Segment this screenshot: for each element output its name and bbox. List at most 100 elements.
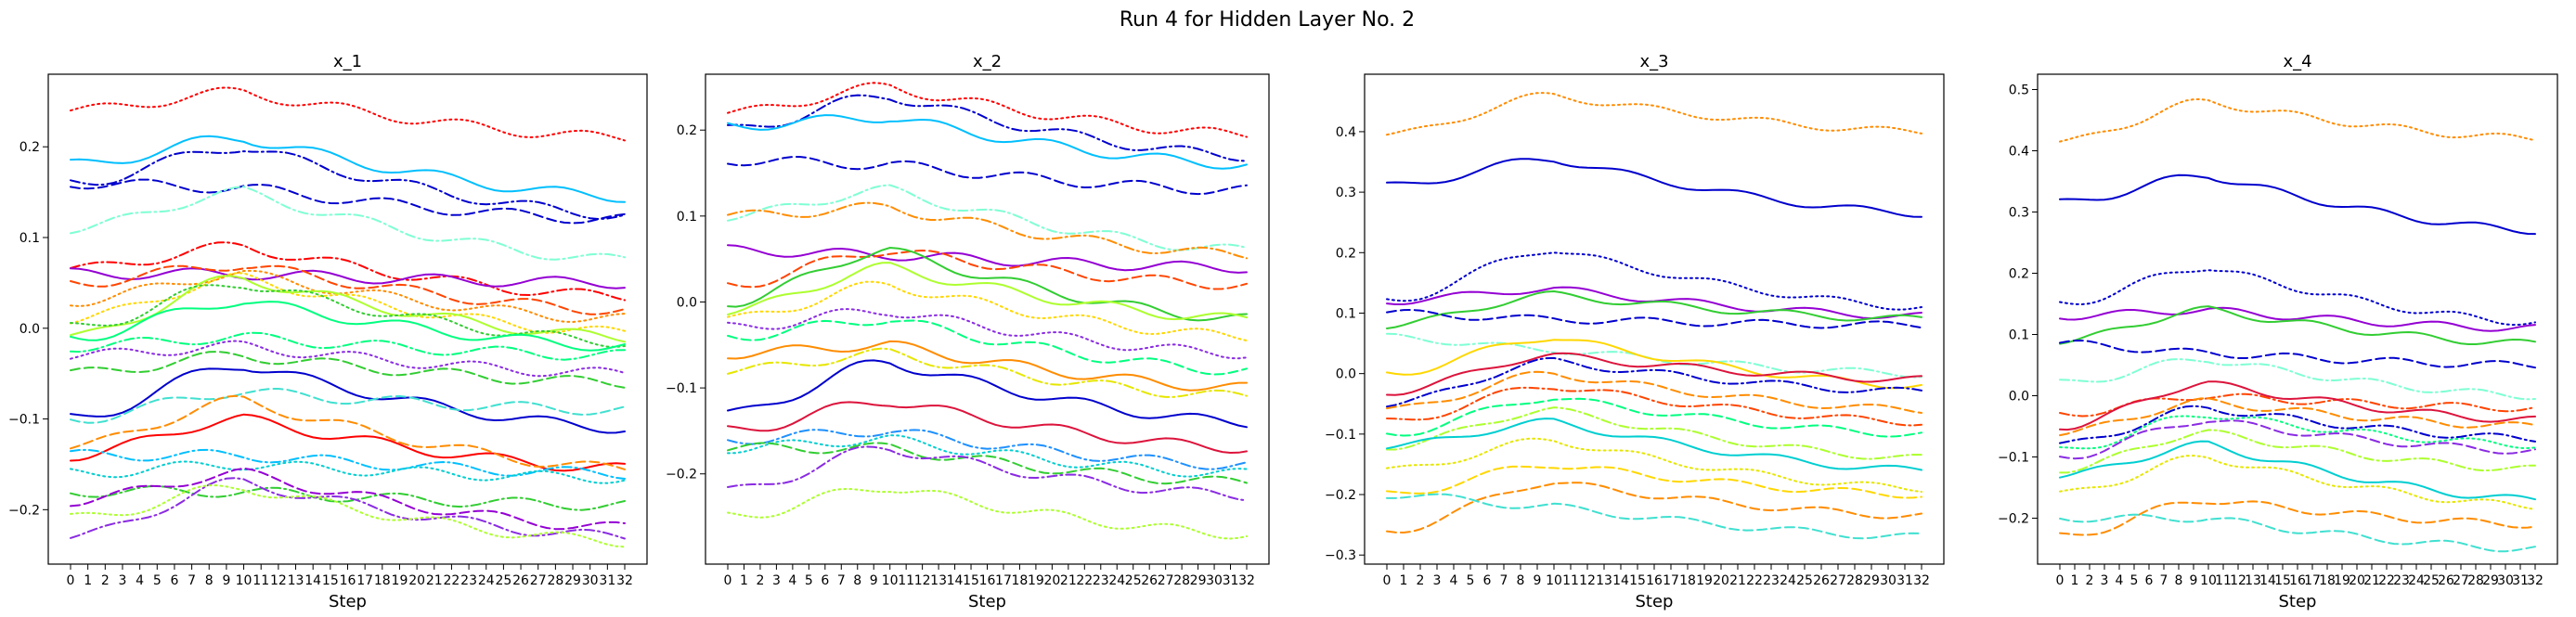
x-tick-label: 20: [2349, 573, 2365, 588]
x-tick-label: 2: [101, 573, 110, 588]
x-tick-label: 4: [1450, 573, 1458, 588]
x-tick-label: 6: [2145, 573, 2154, 588]
series-line: [2059, 306, 2536, 332]
x-tick-label: 27: [530, 573, 547, 588]
series-line: [1386, 286, 1922, 320]
series-line: [1386, 308, 1922, 329]
x-tick-label: 1: [1400, 573, 1408, 588]
series-line: [727, 244, 1248, 274]
series-line: [1386, 493, 1922, 540]
x-tick-label: 3: [2101, 573, 2109, 588]
x-tick-label: 13: [1596, 573, 1612, 588]
x-tick-label: 8: [853, 573, 861, 588]
series-line: [1386, 370, 1922, 414]
series-line: [70, 413, 626, 472]
x-tick-label: 4: [136, 573, 144, 588]
x-tick-label: 1: [84, 573, 92, 588]
x-tick-label: 22: [2378, 573, 2395, 588]
x-tick-label: 23: [1763, 573, 1780, 588]
x-tick-label: 28: [2467, 573, 2484, 588]
series-line: [1386, 406, 1922, 460]
x-tick-label: 30: [1880, 573, 1896, 588]
y-tick-label: 0.1: [19, 231, 40, 246]
y-tick-label: 0.1: [1336, 306, 1356, 321]
figure-title: Run 4 for Hidden Layer No. 2: [1120, 8, 1415, 32]
x-tick-label: 25: [1796, 573, 1813, 588]
x-tick-label: 23: [2393, 573, 2410, 588]
x-tick-label: 13: [2245, 573, 2261, 588]
subplot-grid: x_1−0.2−0.10.00.10.20 1 2 3 4 5 6 7 8 9 10 11 12 13 14…: [8, 52, 2558, 611]
x-tick-label: 8: [2175, 573, 2183, 588]
y-tick-label: 0.0: [2009, 390, 2029, 405]
series-line: [727, 184, 1248, 251]
series-line: [727, 280, 1248, 342]
series-line: [70, 340, 626, 378]
x-tick-label: 2: [756, 573, 764, 588]
y-tick-label: −0.2: [666, 468, 697, 482]
x-tick-label: 8: [1517, 573, 1525, 588]
y-tick-label: −0.1: [1998, 451, 2029, 466]
y-tick-label: −0.2: [1325, 488, 1356, 503]
series-line: [727, 155, 1248, 196]
y-tick-label: 0.3: [2009, 206, 2029, 221]
series-line: [727, 319, 1248, 376]
x-tick-label: 12: [1579, 573, 1596, 588]
x-tick-label: 5: [805, 573, 813, 588]
subplot-title: x_4: [2283, 52, 2311, 71]
series-line: [1386, 386, 1922, 427]
x-tick-label: 25: [2423, 573, 2440, 588]
x-tick-label: 26: [512, 573, 529, 588]
series-line: [727, 308, 1248, 360]
x-tick-label: 29: [564, 573, 581, 588]
x-tick-label: 10: [236, 573, 252, 588]
x-tick-label: 27: [1158, 573, 1174, 588]
x-tick-label: 32: [616, 573, 633, 588]
x-tick-label: 19: [1028, 573, 1044, 588]
subplot-title: x_2: [973, 52, 1002, 71]
series-line: [1386, 251, 1922, 311]
x-axis-label: Step: [2279, 592, 2317, 611]
series-line: [727, 429, 1248, 470]
x-tick-label: 8: [205, 573, 214, 588]
series-line: [2059, 513, 2536, 553]
series-line: [727, 201, 1248, 260]
x-tick-label: 6: [821, 573, 829, 588]
series-line: [70, 367, 626, 434]
x-tick-label: 10: [882, 573, 899, 588]
x-tick-label: 11: [252, 573, 269, 588]
series-line: [70, 484, 626, 511]
x-tick-label: 32: [2527, 573, 2544, 588]
series-line: [70, 135, 626, 203]
series-line: [727, 246, 1248, 322]
x-tick-label: 20: [1043, 573, 1060, 588]
series-line: [727, 94, 1248, 162]
subplot-x_3: x_3−0.3−0.2−0.10.00.10.20.30.40 1 2 3 4 5 6 7 8 9…: [1325, 52, 1945, 611]
x-tick-label: 14: [304, 573, 321, 588]
series-line: [1386, 397, 1922, 438]
x-tick-label: 0: [67, 573, 75, 588]
y-tick-label: 0.5: [2009, 84, 2029, 98]
y-tick-label: −0.2: [8, 503, 40, 518]
series-line: [727, 434, 1248, 478]
x-tick-label: 31: [2512, 573, 2529, 588]
series-line: [727, 359, 1248, 429]
x-tick-label: 6: [170, 573, 178, 588]
series-line: [727, 114, 1248, 170]
y-tick-label: 0.2: [677, 123, 697, 138]
x-tick-label: 15: [2274, 573, 2291, 588]
series-line: [727, 401, 1248, 455]
x-tick-label: 16: [340, 573, 356, 588]
x-tick-label: 9: [222, 573, 230, 588]
series-line: [2059, 429, 2536, 474]
x-tick-label: 4: [2116, 573, 2124, 588]
x-tick-label: 29: [2482, 573, 2499, 588]
x-tick-label: 18: [1012, 573, 1029, 588]
x-tick-label: 1: [740, 573, 748, 588]
series-line: [1386, 437, 1922, 494]
subplot-x_2: x_2−0.2−0.10.00.10.20 1 2 3 4 5 6 7 8 9 10 11 12 13 14…: [666, 52, 1270, 611]
x-tick-label: 16: [1646, 573, 1663, 588]
y-tick-label: 0.2: [19, 140, 40, 155]
x-tick-label: 15: [963, 573, 979, 588]
x-tick-label: 28: [1846, 573, 1863, 588]
subplot-title: x_1: [333, 52, 362, 71]
